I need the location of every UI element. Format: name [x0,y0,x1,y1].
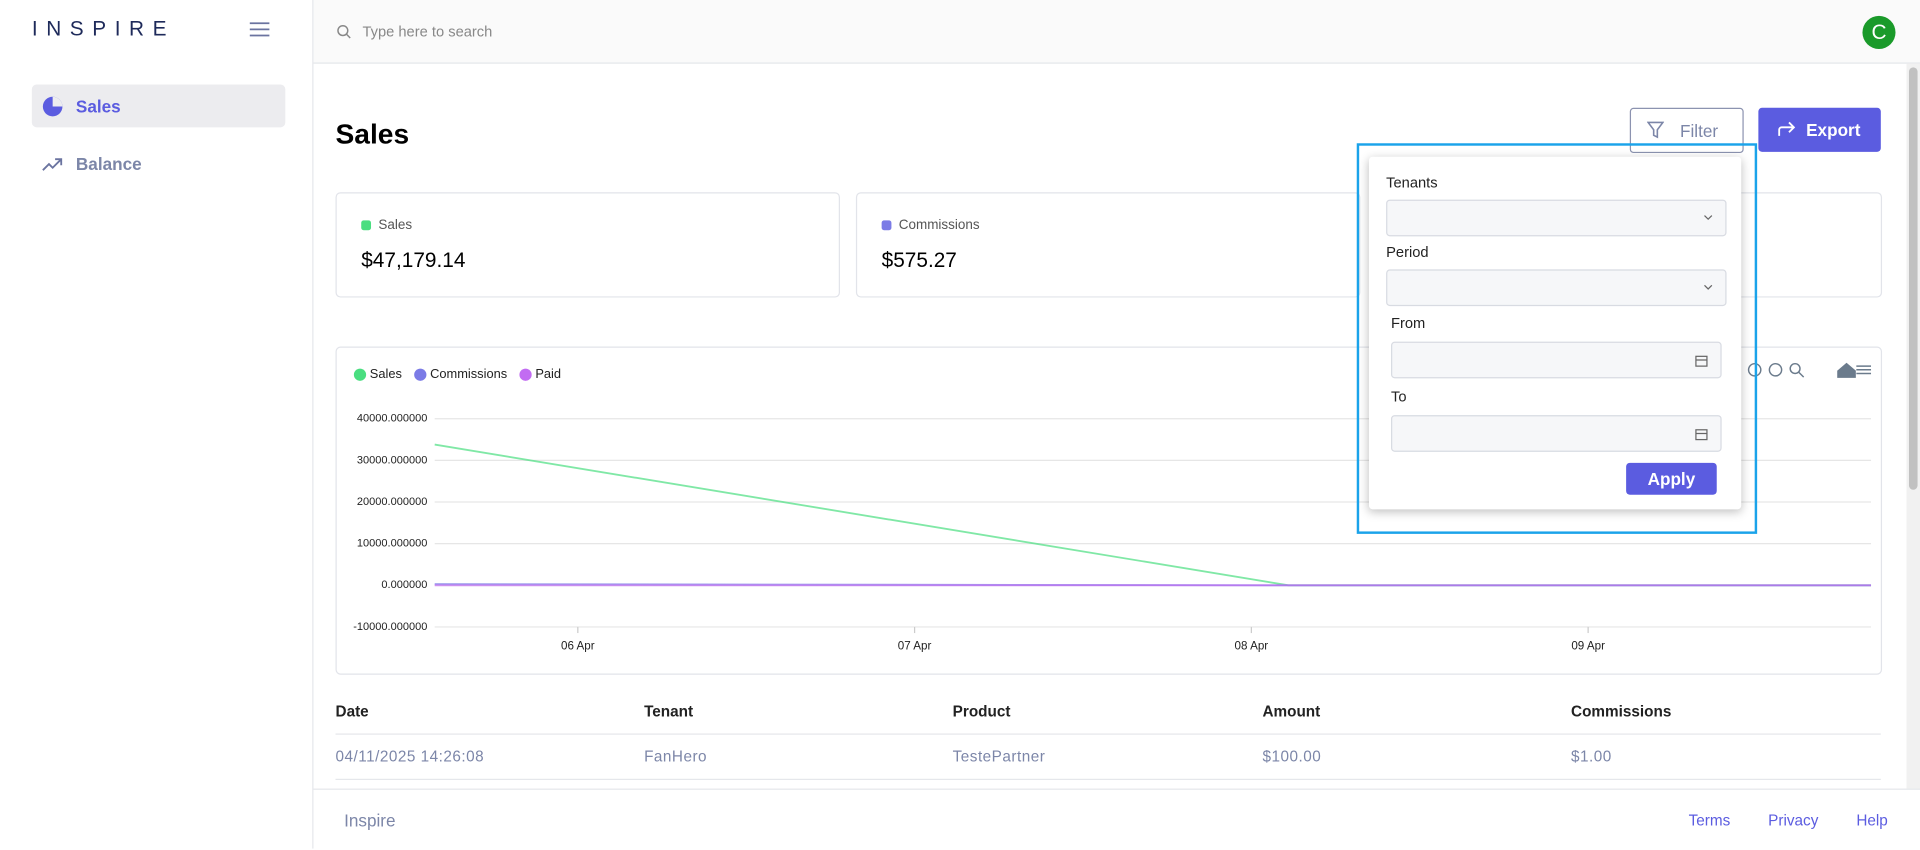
filter-dropdown: Tenants Period From To Apply [1368,156,1742,510]
sidebar: INSPIRE Sales Balance [0,0,314,849]
footer-link[interactable]: Privacy [1768,811,1819,829]
export-button[interactable]: Export [1758,107,1881,152]
legend-label: Sales [370,366,402,381]
search-icon [337,24,351,39]
y-tick-label: 40000.000000 [357,413,427,425]
page-title: Sales [335,117,410,150]
field-label: From [1391,314,1426,332]
filter-icon [1646,121,1665,139]
from-date[interactable] [1391,341,1722,379]
tenants-select[interactable] [1386,199,1727,237]
column-header: Date [335,702,369,721]
scrollbar[interactable] [1906,63,1920,789]
card-label: Commissions [898,217,980,233]
nav-item[interactable]: Balance [75,154,142,174]
avatar[interactable]: C [1862,15,1896,49]
column-header: Amount [1262,702,1321,721]
card-label: Sales [378,217,413,233]
chart-toolbar[interactable] [1747,362,1872,378]
nav-item[interactable]: Sales [75,96,121,117]
card-swatch [361,220,372,231]
footer-brand: Inspire [344,810,396,831]
chevron [1704,215,1713,221]
y-tick-label: 20000.000000 [357,496,427,508]
x-tick-label: 07 Apr [898,640,932,653]
stat-card: Commissions $575.27 [855,192,1361,298]
y-tick-label: 10000.000000 [357,538,427,550]
nav-active[interactable] [31,84,286,128]
row-divider [335,778,1881,781]
table-cell: $1.00 [1571,748,1612,766]
filter-label: Filter [1680,121,1719,141]
export-icon [1778,121,1796,136]
legend-marker [353,368,367,381]
logo: INSPIRE [31,17,176,41]
row-divider [335,733,1881,735]
highlight-box [1356,143,1758,534]
y-tick-label: 30000.000000 [357,454,427,466]
column-header: Tenant [644,702,694,721]
footer-link[interactable]: Help [1856,811,1888,829]
chevron [1704,284,1713,290]
pie-icon [42,96,63,117]
stat-card: Sales $47,179.14 [335,192,841,298]
footer-link[interactable]: Terms [1688,811,1731,829]
calendar-icon [1695,355,1708,367]
column-header: Product [952,702,1011,721]
trend-icon [42,158,63,171]
card-value: $575.27 [881,248,957,272]
y-tick-label: 0.000000 [381,579,427,591]
field-label: Period [1386,243,1429,261]
header: Type here to search C [313,0,1920,64]
x-tick-label: 08 Apr [1235,640,1269,653]
x-tick-label: 09 Apr [1571,640,1605,653]
legend-marker [414,368,427,381]
legend-marker [519,368,532,381]
table-cell: FanHero [644,748,708,766]
table-cell: $100.00 [1262,748,1322,766]
table-cell: 04/11/2025 14:26:08 [335,748,485,766]
x-tick-label: 06 Apr [561,640,595,653]
period-select[interactable] [1386,269,1727,307]
filter-button[interactable]: Filter [1629,107,1744,154]
column-header: Commissions [1571,702,1672,721]
scroll-thumb[interactable] [1908,67,1918,490]
to-date[interactable] [1391,415,1722,452]
legend-label: Commissions [430,366,507,381]
apply-button[interactable]: Apply [1626,462,1717,495]
field-label: Tenants [1386,173,1438,192]
field-label: To [1391,388,1407,406]
chart: 40000.000000 30000.000000 20000.000000 1000… [353,362,1872,653]
table-cell: TestePartner [952,748,1046,766]
export-label: Export [1806,120,1861,140]
card-value: $47,179.14 [361,248,466,272]
calendar-icon [1695,429,1708,441]
search-input[interactable]: Type here to search [362,23,493,41]
footer: Inspire Terms Privacy Help [313,788,1920,850]
y-tick-label: -10000.000000 [353,621,427,633]
menu-icon[interactable] [249,21,271,38]
legend-label: Paid [535,366,561,381]
card-swatch [881,220,892,231]
